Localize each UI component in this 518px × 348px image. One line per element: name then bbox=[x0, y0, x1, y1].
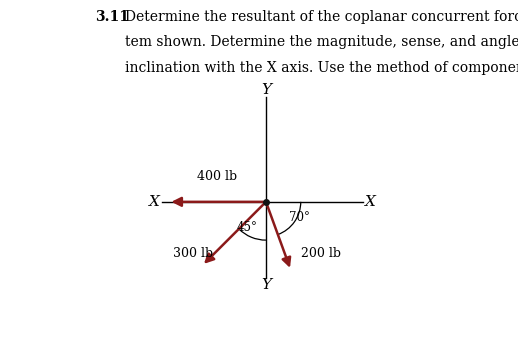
Text: 70°: 70° bbox=[289, 211, 309, 224]
Text: X: X bbox=[149, 195, 160, 209]
Text: 300 lb: 300 lb bbox=[173, 247, 213, 260]
Text: 3.11: 3.11 bbox=[95, 10, 130, 24]
Text: 45°: 45° bbox=[236, 221, 257, 235]
Text: inclination with the X axis. Use the method of components.: inclination with the X axis. Use the met… bbox=[125, 61, 518, 74]
Text: tem shown. Determine the magnitude, sense, and angle of: tem shown. Determine the magnitude, sens… bbox=[125, 35, 518, 49]
Text: Y: Y bbox=[261, 84, 271, 97]
Text: Determine the resultant of the coplanar concurrent force sys-: Determine the resultant of the coplanar … bbox=[125, 10, 518, 24]
Text: 200 lb: 200 lb bbox=[301, 247, 341, 260]
Text: Y: Y bbox=[261, 278, 271, 292]
Text: X: X bbox=[365, 195, 376, 209]
Text: 400 lb: 400 lb bbox=[197, 170, 237, 183]
